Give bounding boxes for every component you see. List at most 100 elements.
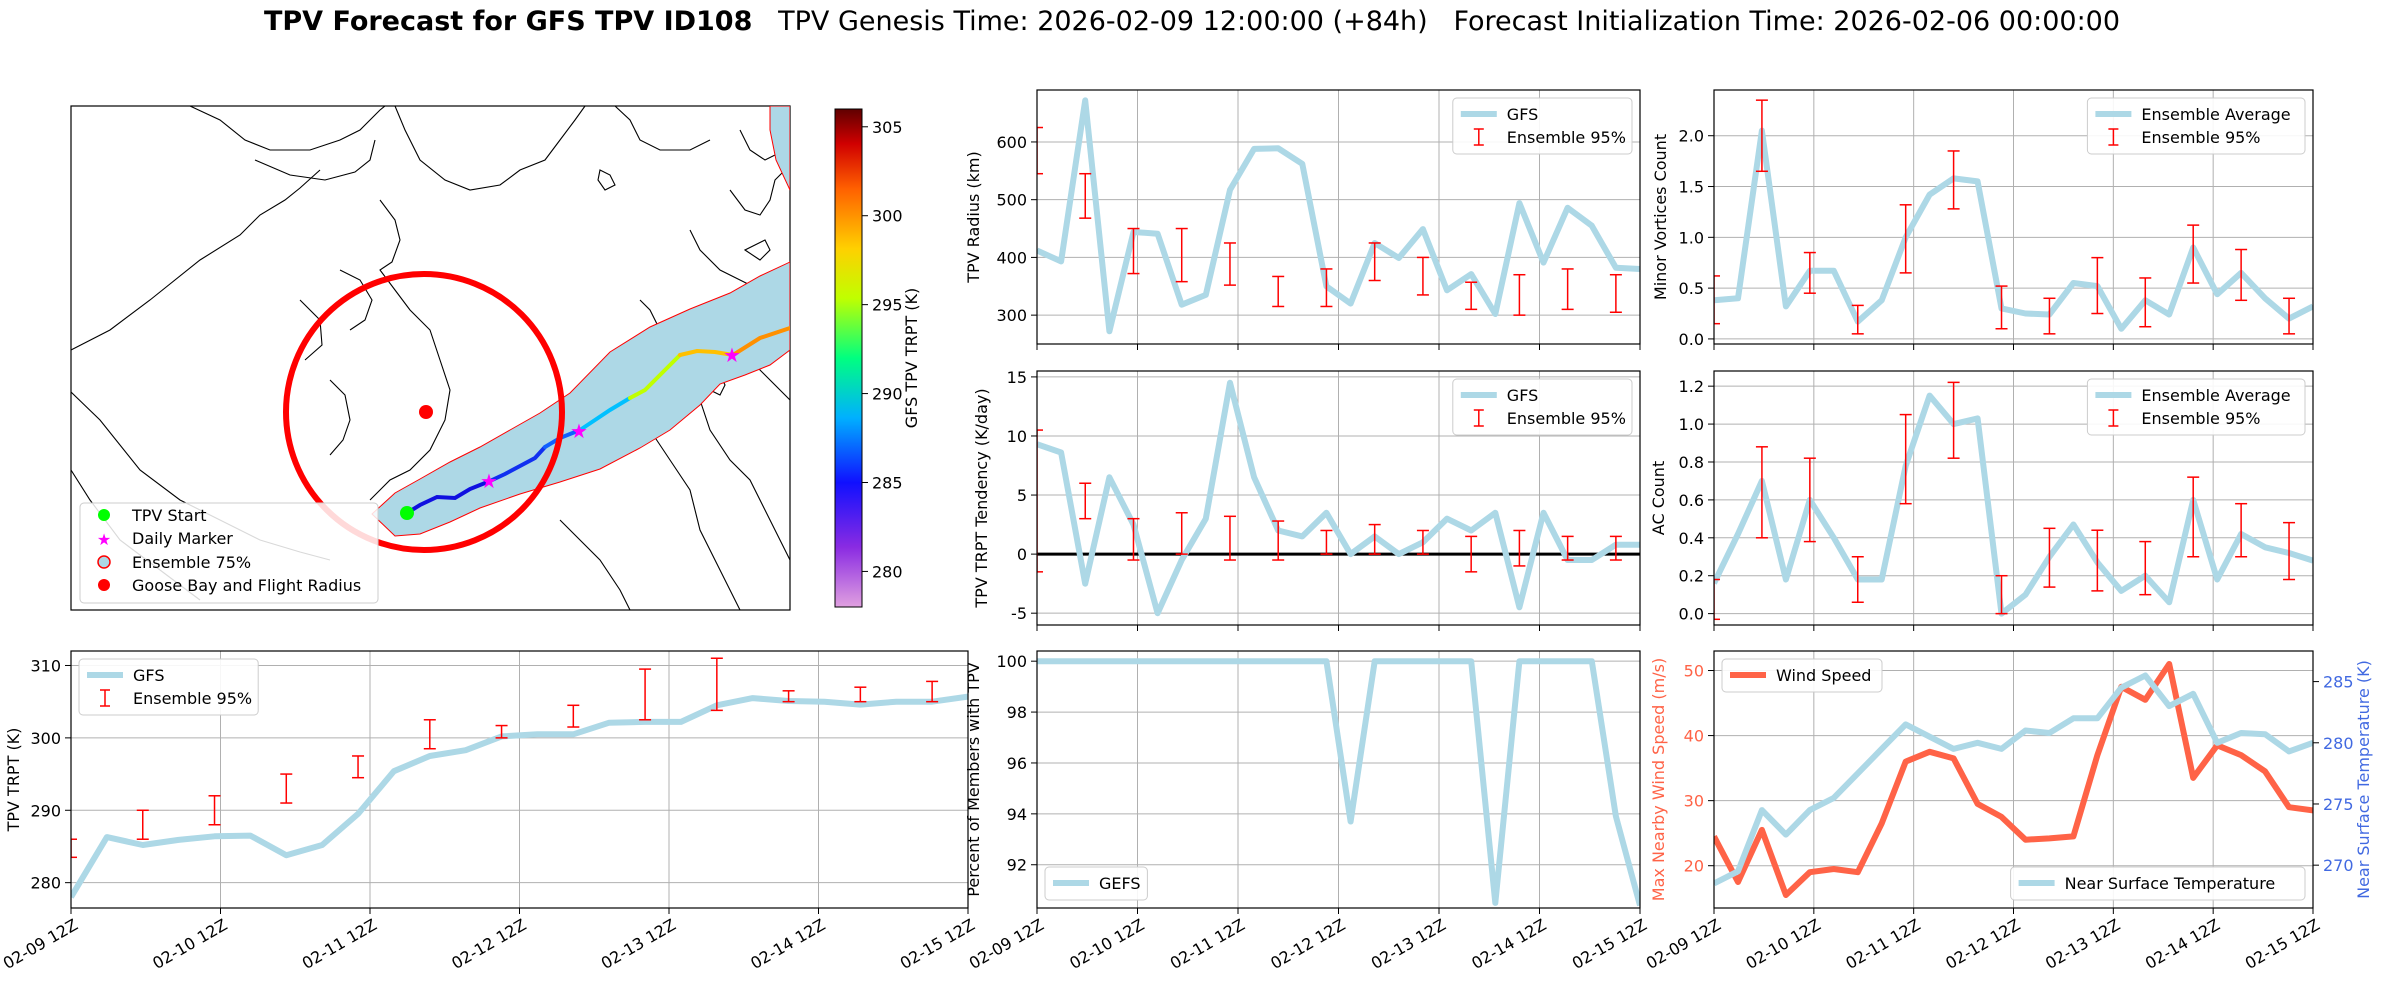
x-tick-label: 02-09 12Z	[966, 915, 1047, 973]
colorbar-tick-label: 300	[872, 207, 903, 226]
y-tick-label: 96	[1007, 754, 1027, 773]
genesis-time: TPV Genesis Time: 2026-02-09 12:00:00 (+…	[778, 6, 1428, 37]
y-tick-label: 0.0	[1679, 330, 1704, 349]
legend-box	[78, 658, 259, 716]
x-tick-label: 02-11 12Z	[1167, 915, 1248, 973]
y-tick-label: 1.0	[1679, 415, 1704, 434]
y-tick-label: 1.5	[1679, 178, 1704, 197]
y-axis-label: Percent of Members with TPV	[964, 662, 983, 896]
series-line-gfs	[71, 693, 968, 899]
series-line-ensemble-average	[1714, 392, 2313, 617]
y-axis-label: TPV TRPT Tendency (K/day)	[972, 388, 991, 608]
y-axis-label: TPV Radius (km)	[964, 151, 983, 284]
x-tick-label: 02-15 12Z	[897, 915, 978, 973]
y-tick-label: 0.2	[1679, 567, 1704, 586]
legend-label: Wind Speed	[1776, 666, 1871, 685]
y2-tick-label: 285	[2323, 673, 2354, 692]
legend-start-label: TPV Start	[131, 506, 207, 525]
y-axis-label: Max Nearby Wind Speed (m/s)	[1649, 658, 1668, 901]
y-tick-label: 2.0	[1679, 127, 1704, 146]
x-tick-label: 02-14 12Z	[1468, 915, 1549, 973]
y-tick-label: 98	[1007, 703, 1027, 722]
chart-radius: 300 400 500 600 TPV Radius (km) GFS Ensemble 9…	[964, 89, 1641, 350]
y2-tick-label: 270	[2323, 856, 2354, 875]
legend-ensemble-icon	[97, 555, 111, 569]
x-tick-label: 02-09 12Z	[0, 915, 81, 973]
ensemble-75-region-north	[769, 106, 790, 191]
chart-percent: 02-09 12Z 02-10 12Z 02-11 12Z 02-12 12Z 02-1…	[964, 650, 1650, 973]
legend-box	[2010, 866, 2306, 901]
map-legend: TPV Start ★ Daily Marker Ensemble 75% Go…	[79, 502, 379, 604]
y-tick-label: 1.2	[1679, 377, 1704, 396]
series-line-ensemble-average	[1714, 127, 2313, 332]
x-tick-label: 02-10 12Z	[149, 915, 230, 973]
y-tick-label: 290	[30, 801, 61, 820]
chart-legend: GEFS	[1044, 866, 1148, 901]
y-tick-label: 100	[996, 652, 1027, 671]
y-tick-label: 30	[1684, 792, 1704, 811]
x-tick-label: 02-12 12Z	[1267, 915, 1348, 973]
y-tick-label: 10	[1007, 427, 1027, 446]
coastlines	[71, 106, 790, 610]
x-tick-label: 02-13 12Z	[2042, 915, 2123, 973]
y-tick-label: 15	[1007, 368, 1027, 387]
series-line-gfs	[1037, 97, 1640, 335]
legend-label: Ensemble 95%	[2141, 128, 2260, 147]
plot-frame	[70, 650, 969, 909]
colorbar: 280 285 290 295 300 305 GFS TPV TRPT (K)	[834, 108, 921, 608]
figure-title: TPV Forecast for GFS TPV ID108 TPV Genes…	[0, 6, 2384, 37]
x-tick-label: 02-11 12Z	[1842, 915, 1923, 973]
plot-frame	[1713, 650, 2314, 909]
chart-ac: 0.0 0.2 0.4 0.6 0.8 1.0 1.2 AC Count Ensemble Av…	[1649, 370, 2314, 631]
legend-box	[1452, 97, 1633, 155]
data-layer	[1714, 661, 2313, 898]
chart-trpt: 02-09 12Z 02-10 12Z 02-11 12Z 02-12 12Z 02-1…	[0, 650, 978, 973]
legend-label: Ensemble 95%	[1507, 128, 1626, 147]
legend-label: GFS	[1507, 386, 1538, 405]
data-layer	[1714, 99, 2313, 335]
legend-box	[2086, 378, 2306, 436]
flight-radius-circle	[283, 271, 565, 553]
chart-tendency: -5 0 5 10 15 TPV TRPT Tendency (K/day) GFS Ense…	[972, 368, 1641, 631]
daily-marker: ★	[480, 469, 498, 493]
daily-marker: ★	[723, 343, 741, 367]
data-layer	[1714, 381, 2313, 621]
daily-marker: ★	[570, 419, 588, 443]
y-tick-label: 300	[996, 306, 1027, 325]
series-line-wind-speed	[1714, 661, 2313, 898]
y-tick-label: -5	[1011, 604, 1027, 623]
data-layer	[1037, 379, 1640, 617]
legend-label: Ensemble Average	[2141, 386, 2290, 405]
y-tick-label: 280	[30, 874, 61, 893]
map-content: ★ ★ ★	[71, 106, 790, 610]
y2-tick-label: 280	[2323, 734, 2354, 753]
init-time: Forecast Initialization Time: 2026-02-06…	[1453, 6, 2121, 37]
y-tick-label: 1.0	[1679, 228, 1704, 247]
map-panel: ★ ★ ★ TPV Start ★ Daily Marker Ensemble …	[70, 105, 921, 611]
y-tick-label: 0.4	[1679, 529, 1704, 548]
series-line-near-surface-temperature	[1714, 672, 2313, 887]
chart-legend: Ensemble Average Ensemble 95%	[2086, 97, 2306, 155]
x-tick-label: 02-14 12Z	[747, 915, 828, 973]
y-tick-label: 0.6	[1679, 491, 1704, 510]
y-tick-label: 600	[996, 133, 1027, 152]
x-tick-label: 02-11 12Z	[299, 915, 380, 973]
series-line-gfs	[1037, 379, 1640, 617]
legend-daily-label: Daily Marker	[132, 529, 233, 548]
y-tick-label: 300	[30, 729, 61, 748]
legend-daily-icon: ★	[97, 530, 111, 549]
x-tick-label: 02-12 12Z	[448, 915, 529, 973]
colorbar-tick-label: 305	[872, 118, 903, 137]
y-tick-label: 5	[1017, 486, 1027, 505]
legend-label: GEFS	[1099, 874, 1141, 893]
plot-frame	[1036, 89, 1641, 345]
colorbar-tick-label: 295	[872, 296, 903, 315]
tpv-start-marker	[400, 506, 414, 520]
plot-frame	[1036, 370, 1641, 626]
x-tick-label: 02-13 12Z	[598, 915, 679, 973]
legend-label: Ensemble 95%	[1507, 409, 1626, 428]
x-tick-label: 02-09 12Z	[1643, 915, 1724, 973]
colorbar-label: GFS TPV TRPT (K)	[902, 288, 921, 428]
legend-label: Near Surface Temperature	[2065, 874, 2276, 893]
x-tick-label: 02-13 12Z	[1368, 915, 1449, 973]
